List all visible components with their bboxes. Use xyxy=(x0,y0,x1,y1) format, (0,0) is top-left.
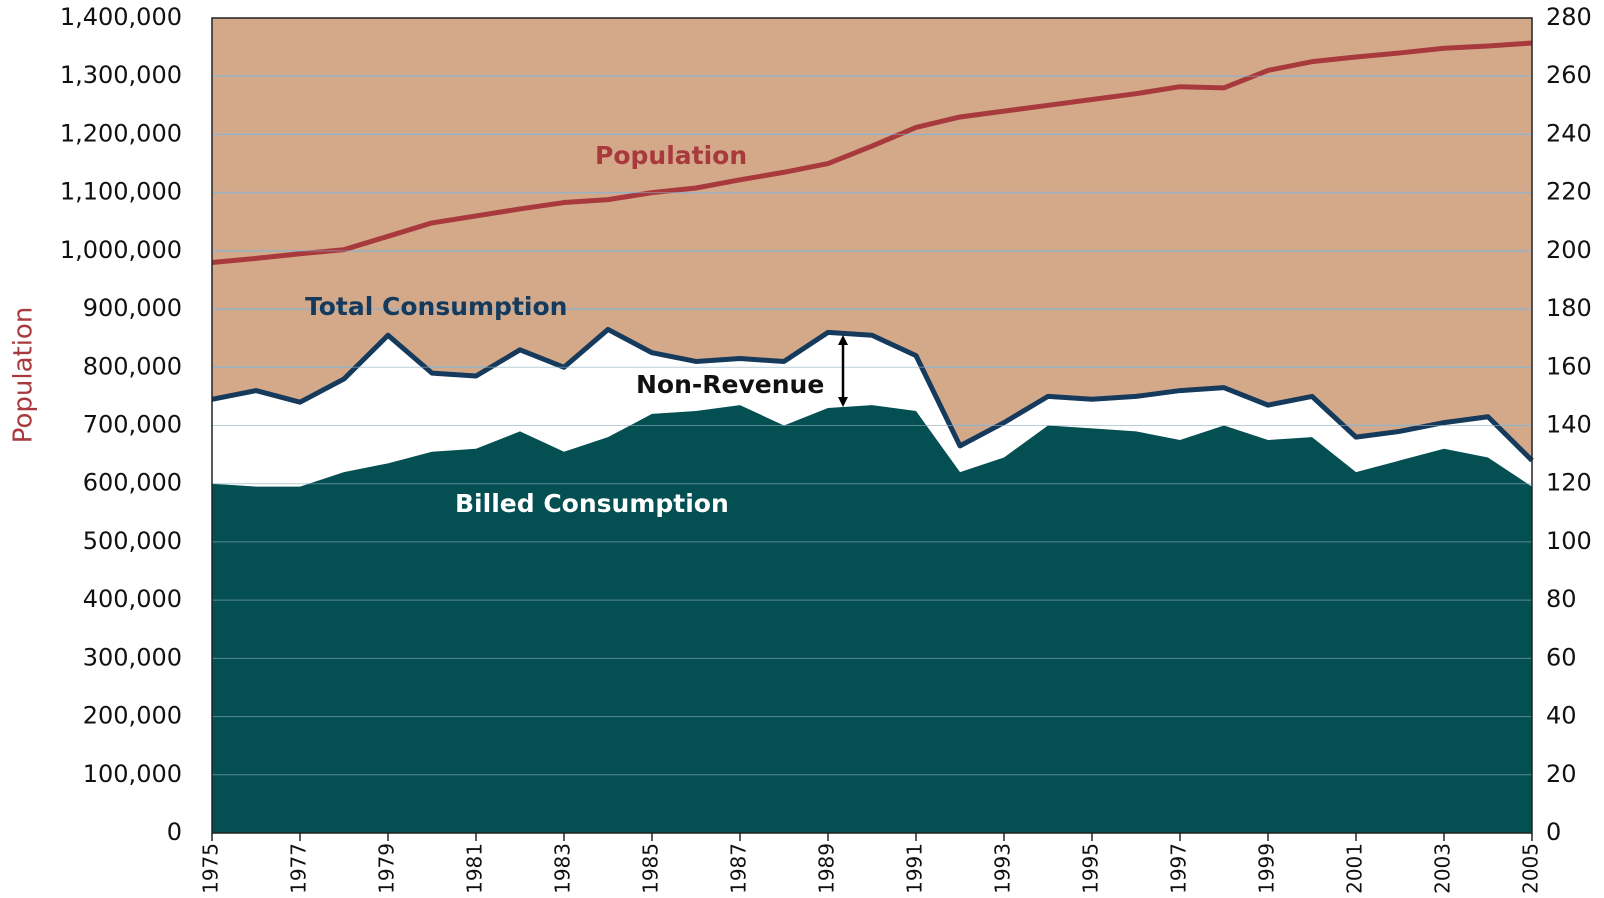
y-tick-label: 200,000 xyxy=(83,702,182,730)
y2-tick-label: 100 xyxy=(1546,527,1592,555)
x-tick-label: 1983 xyxy=(551,843,575,894)
area xyxy=(212,405,1532,833)
y2-tick-label: 120 xyxy=(1546,469,1592,497)
y-tick-label: 1,200,000 xyxy=(60,119,182,147)
series-label: Billed Consumption xyxy=(455,489,729,518)
y2-tick-label: 280 xyxy=(1546,3,1592,31)
x-tick-label: 1987 xyxy=(727,843,751,894)
plot-frame xyxy=(211,17,1533,834)
x-tick-label: 2003 xyxy=(1431,843,1455,894)
y-tick-label: 900,000 xyxy=(83,294,182,322)
y2-tick-label: 240 xyxy=(1546,119,1592,147)
x-tick-label: 1997 xyxy=(1167,843,1191,894)
series-label: Total Consumption xyxy=(305,292,567,321)
x-tick-label: 1979 xyxy=(375,843,399,894)
y2-tick-label: 220 xyxy=(1546,178,1592,206)
x-tick-label: 1977 xyxy=(287,843,311,894)
series-label: Population xyxy=(595,141,747,170)
y-tick-label: 500,000 xyxy=(83,527,182,555)
x-tick-label: 1975 xyxy=(199,843,223,894)
y2-tick-label: 40 xyxy=(1546,702,1577,730)
x-tick-label: 1999 xyxy=(1255,843,1279,894)
y-tick-label: 1,100,000 xyxy=(60,178,182,206)
x-tick-label: 1995 xyxy=(1079,843,1103,894)
line xyxy=(211,326,1534,463)
y-tick-label: 700,000 xyxy=(83,411,182,439)
y2-tick-label: 80 xyxy=(1546,585,1577,613)
y-axis-label: Population xyxy=(9,307,39,444)
y-tick-label: 400,000 xyxy=(83,585,182,613)
x-tick-label: 1991 xyxy=(903,843,927,894)
y-tick-label: 100,000 xyxy=(83,760,182,788)
y-tick-label: 1,000,000 xyxy=(60,236,182,264)
y2-tick-label: 140 xyxy=(1546,411,1592,439)
y2-tick-label: 60 xyxy=(1546,643,1577,671)
x-tick-label: 1985 xyxy=(639,843,663,894)
y2-tick-label: 0 xyxy=(1546,818,1561,846)
y2-tick-label: 180 xyxy=(1546,294,1592,322)
y2-tick-label: 200 xyxy=(1546,236,1592,264)
annotation: Non-Revenue xyxy=(636,370,824,399)
x-tick-label: 2001 xyxy=(1343,843,1367,894)
y-tick-label: 300,000 xyxy=(83,643,182,671)
x-tick-label: 1993 xyxy=(991,843,1015,894)
line xyxy=(211,40,1533,265)
x-tick-label: 1981 xyxy=(463,843,487,894)
y-tick-label: 1,400,000 xyxy=(60,3,182,31)
y-tick-label: 600,000 xyxy=(83,469,182,497)
y2-tick-label: 20 xyxy=(1546,760,1577,788)
y2-tick-label: 260 xyxy=(1546,61,1592,89)
y2-tick-label: 160 xyxy=(1546,352,1592,380)
x-tick-label: 1989 xyxy=(815,843,839,894)
y-tick-label: 1,300,000 xyxy=(60,61,182,89)
x-tick-label: 2005 xyxy=(1519,843,1543,894)
y-tick-label: 0 xyxy=(167,818,182,846)
y-tick-label: 800,000 xyxy=(83,352,182,380)
